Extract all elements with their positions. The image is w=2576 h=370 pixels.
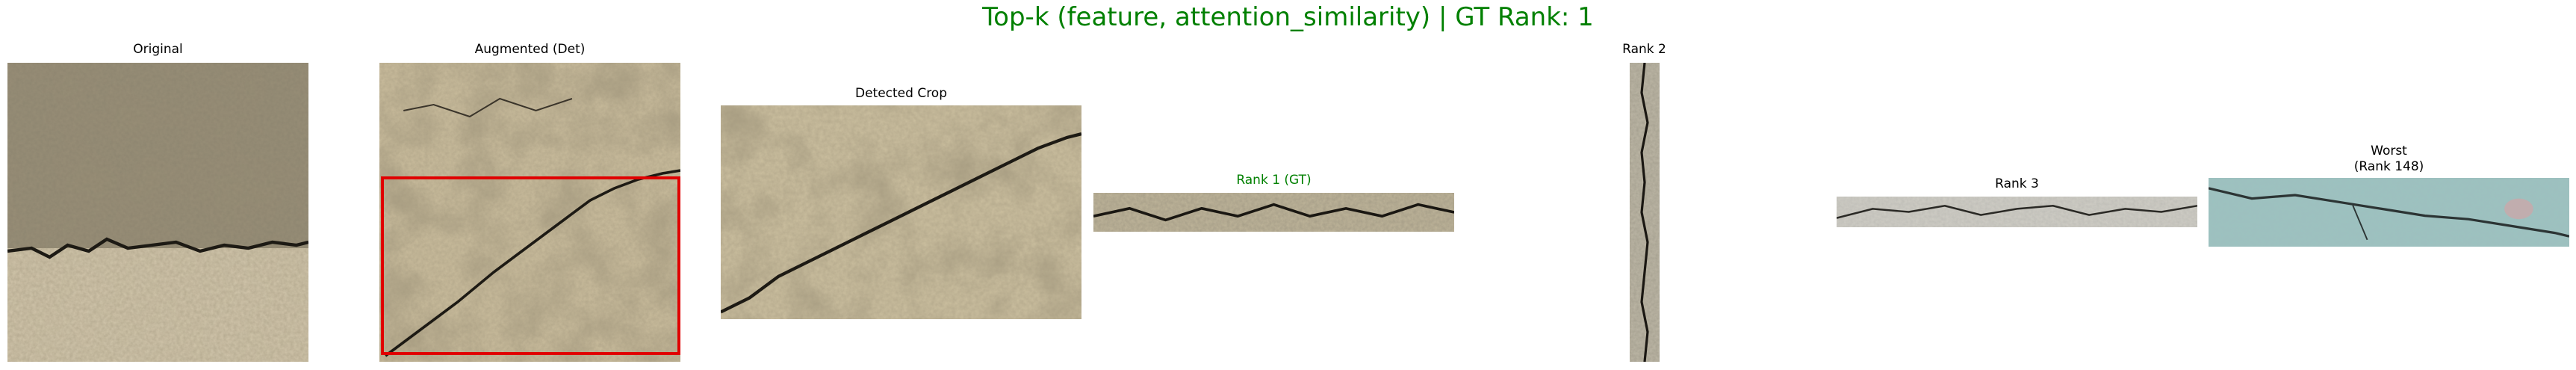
rank3-image — [1837, 197, 2197, 227]
worst-image — [2209, 178, 2569, 247]
figure-title: Top-k (feature, attention_similarity) | … — [982, 2, 1594, 32]
detected-crop-image — [721, 105, 1081, 319]
augmented-image — [379, 63, 680, 362]
panel-caption-original: Original — [133, 42, 183, 57]
panel-caption-rank3: Rank 3 — [1995, 176, 2039, 191]
panel-caption-rank2: Rank 2 — [1622, 42, 1666, 57]
detection-box — [381, 176, 680, 355]
panel-caption-detected: Detected Crop — [854, 86, 948, 101]
panel-caption-rank1: Rank 1 (GT) — [1236, 173, 1312, 188]
original-image — [7, 63, 308, 362]
panel-caption-worst: Worst (Rank 148) — [2353, 144, 2424, 174]
rank2-image — [1630, 63, 1660, 362]
rank1-image — [1093, 193, 1454, 232]
panel-caption-augmented: Augmented (Det) — [474, 42, 586, 57]
